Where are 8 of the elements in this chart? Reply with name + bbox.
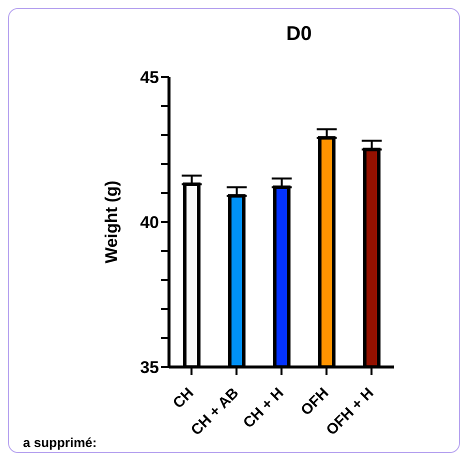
x-tick-label: CH + H [240,384,288,432]
y-axis-title: Weight (g) [102,180,122,264]
y-tick-label: 45 [140,68,159,88]
y-tick-label: 40 [140,213,159,232]
chart-title: D0 [285,23,313,46]
y-tick-label: 35 [140,358,159,378]
text: a supprimé: [23,435,97,450]
x-tick-label: CH [170,384,198,412]
